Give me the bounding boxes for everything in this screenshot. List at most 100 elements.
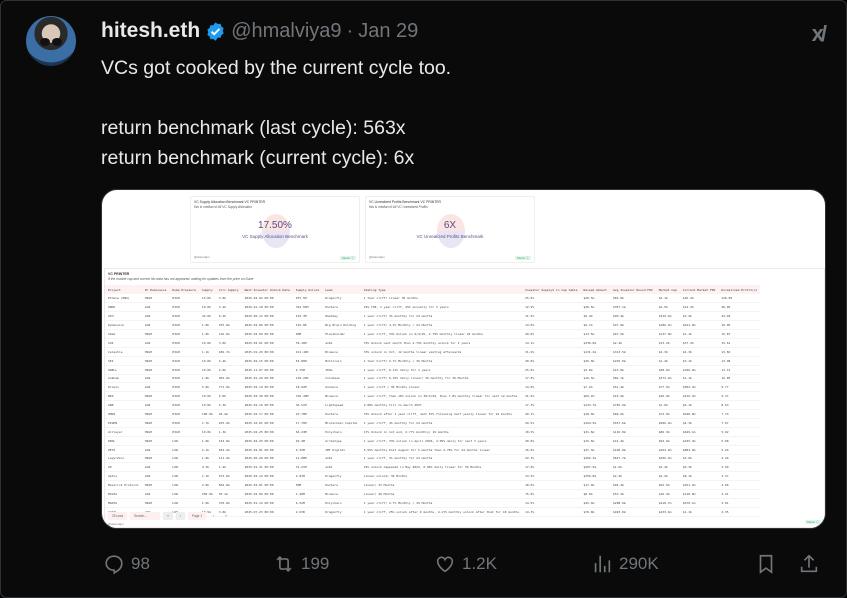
table-cell: $648.0m xyxy=(679,409,719,419)
next-page-button[interactable]: › xyxy=(213,514,215,518)
table-cell: 15.87 xyxy=(718,329,761,339)
repost-button[interactable]: 199 xyxy=(273,551,329,577)
table-cell: 2025-04-09 00:00 xyxy=(241,329,293,339)
table-cell: 2025-04-17 00:00 xyxy=(241,409,293,419)
table-row: PROL HIGH LOW 1.0b 123.0m 2025-04-25 00:00 92.… xyxy=(105,436,761,446)
table-cell: 2.0b xyxy=(215,391,242,402)
table-cell: $502.3m xyxy=(679,382,719,393)
tweet-date[interactable]: Jan 29 xyxy=(358,19,419,42)
action-bar: 98 199 1.2K 290K xyxy=(101,551,826,577)
table-cell: 33% Unlock next month then 2.79% monthly… xyxy=(360,338,523,348)
views-button[interactable]: 290K xyxy=(591,551,659,577)
table-cell: Aptos xyxy=(105,471,142,482)
table-cell: $38.6m xyxy=(655,365,680,375)
table-cell: $15.6m xyxy=(580,436,610,446)
table-cell: SUI xyxy=(105,338,142,348)
table-cell: $45.0m xyxy=(580,356,610,366)
search-input[interactable]: Search... xyxy=(130,512,161,520)
table-cell: $218.7m xyxy=(655,498,680,508)
share-button[interactable] xyxy=(798,551,820,577)
table-row: Ethena (ENA) HIGH HIGH 15.0b 3.0b 2025-04-02 … xyxy=(105,294,761,304)
table-cell: ONDO xyxy=(105,302,142,313)
table-cell: $557.6m xyxy=(609,418,656,428)
table-cell: 15.0% xyxy=(522,489,581,499)
table-cell: 302.0m xyxy=(215,374,242,384)
table-cell: 10.0b xyxy=(198,338,216,348)
column-header[interactable]: Vesting Type xyxy=(360,285,523,294)
table-cell: LOW xyxy=(169,454,199,464)
column-header[interactable]: Circ Supply xyxy=(215,285,242,294)
table-cell: Polychain xyxy=(322,498,361,508)
like-button[interactable]: 1.2K xyxy=(434,551,497,577)
table-cell: 1.0b xyxy=(198,436,216,446)
table-cell: 13.12 xyxy=(718,365,761,375)
table-cell: LOW xyxy=(141,382,170,393)
column-header[interactable]: Dump Pressure xyxy=(169,285,199,294)
column-header[interactable]: VC Dominance xyxy=(141,285,170,294)
table-row: MANTA HIGH LOW 1.0b 370.0m 2025-01-19 00:00 6.… xyxy=(105,498,761,508)
last-page-button[interactable]: » xyxy=(225,514,227,518)
grok-icon[interactable]: x/ xyxy=(811,21,827,46)
table-cell: $267.5m xyxy=(580,462,610,473)
first-page-button[interactable]: « xyxy=(163,512,173,520)
column-header[interactable]: Avg Investor Round FDV xyxy=(609,285,656,294)
table-cell: $233.4m xyxy=(655,507,680,517)
table-cell: 4.44 xyxy=(718,454,761,464)
table-cell: 1 year cliff, 0.11% daily for 3 years xyxy=(360,365,523,375)
column-header[interactable]: Raised Amount xyxy=(580,285,610,294)
table-cell: $817.7m xyxy=(609,454,656,464)
table-row: Aptos LOW LOW 1.1b 573.6m 2025-02-12 00:00 2.8… xyxy=(105,471,761,482)
reply-button[interactable]: 98 xyxy=(103,551,150,577)
column-header[interactable]: Current Market FDV xyxy=(679,285,719,294)
bookmark-button[interactable] xyxy=(755,551,777,577)
table-cell: $8.1b xyxy=(679,471,719,482)
table-cell: $164.5m xyxy=(580,418,610,428)
author-name[interactable]: hitesh.eth xyxy=(101,19,201,42)
column-header[interactable]: Unrealized Profit(x) xyxy=(718,285,761,294)
prev-page-button[interactable]: ‹ xyxy=(175,512,186,520)
column-header[interactable]: Lead xyxy=(322,285,361,294)
table-cell: Multicoin xyxy=(322,356,361,366)
column-header[interactable]: Market Cap xyxy=(655,285,680,294)
table-cell: 1 year cliff/ 0.10% daily linear/ 36 mon… xyxy=(360,374,523,384)
table-cell: 3.0b xyxy=(215,338,242,348)
table-cell: LOW xyxy=(169,498,199,508)
pagination: 25 rows Search... « ‹ Page 1 › » xyxy=(108,512,231,520)
column-header[interactable]: Project xyxy=(105,285,142,294)
table-cell: HIGH xyxy=(169,382,199,393)
table-cell: Binance xyxy=(322,347,361,357)
table-cell: 1 year cliff, 25% unlock after 9 months,… xyxy=(360,507,523,517)
table-cell: $4.2b xyxy=(655,471,680,482)
table-cell: 2025-01-31 00:00 xyxy=(241,462,293,473)
tweet-image[interactable]: VC Supply Allocation Benchmark VC PRINTE… xyxy=(101,189,826,529)
table-cell: 10.0b xyxy=(198,365,216,375)
table-cell: 2025-02-19 00:00 xyxy=(241,382,293,393)
table-cell: 1 year cliff, 33% unlock in April 2026, … xyxy=(360,436,523,446)
table-cell: 235.2m xyxy=(215,418,242,428)
table-cell: 3.99 xyxy=(718,462,761,473)
table-cell: HIGH xyxy=(169,311,199,322)
table-cell: $1.6b xyxy=(655,400,680,411)
table-cell: $41.4m xyxy=(609,436,656,446)
table-cell: $9.4m xyxy=(580,311,610,322)
column-header[interactable]: Supply xyxy=(198,285,216,294)
table-cell: NKZ xyxy=(105,391,142,402)
column-header[interactable]: Investor Supply% in Cap table xyxy=(522,285,581,294)
vc-table: Project VC Dominance Dump Pressure Supply Ci… xyxy=(105,285,761,517)
verified-badge-icon xyxy=(207,21,224,41)
author-handle[interactable]: @hmalviya9 xyxy=(231,19,342,42)
table-cell: $89.6m xyxy=(609,409,656,419)
like-count: 1.2K xyxy=(462,554,497,573)
metric-badge: Metric ⓘ xyxy=(804,520,821,524)
column-header[interactable]: Supply Unlock xyxy=(292,285,323,294)
table-cell: $4.3b xyxy=(679,347,719,357)
table-cell: 9.77 xyxy=(718,382,761,393)
table-cell: $4.3b xyxy=(679,418,719,428)
table-row: EIGEN HIGH HIGH 1.7b 235.2m 2025-10-01 00:00 1… xyxy=(105,418,761,428)
column-header[interactable]: Next Investor Unlock Date xyxy=(241,285,293,294)
table-cell: HIGH xyxy=(169,302,199,313)
table-cell: 12.88M xyxy=(292,454,323,464)
avatar[interactable] xyxy=(26,16,76,66)
table-cell: $186.2m xyxy=(655,320,680,331)
table-cell: 1 year cliff/ 2.7% Monthly / 36 Months xyxy=(360,498,523,508)
